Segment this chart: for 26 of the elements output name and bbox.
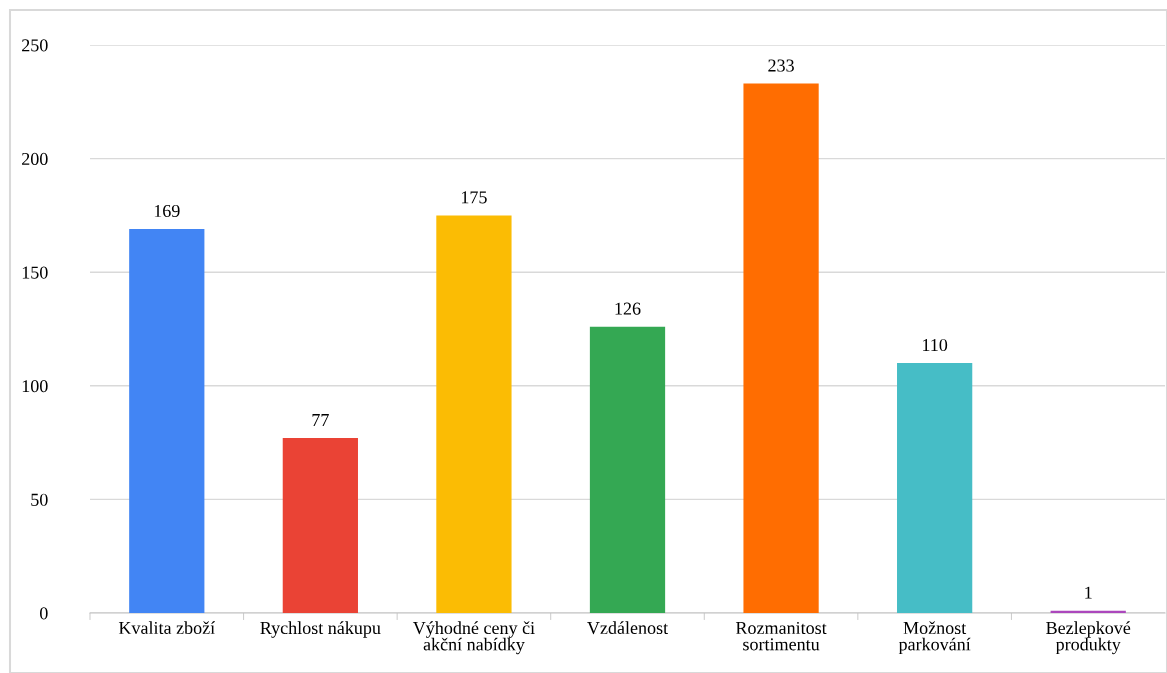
x-tick-label: Výhodné ceny či akční nabídky (412, 621, 535, 655)
data-label: 110 (923, 338, 948, 352)
x-tick-label: Bezlepkové produkty (1046, 621, 1131, 655)
bar (589, 326, 666, 613)
y-tick-label: 250 (22, 39, 48, 52)
x-tick-label: Rychlost nákupu (260, 621, 381, 638)
x-tick-label: Možnost parkování (898, 621, 971, 655)
x-tick-label: Kvalita zboží (118, 621, 215, 635)
y-tick-label: 0 (39, 607, 48, 620)
data-label: 77 (312, 414, 329, 426)
bar (436, 215, 512, 613)
y-tick-label: 200 (22, 152, 48, 166)
bar (129, 229, 205, 613)
data-label: 1 (1085, 586, 1092, 599)
y-tick-label: 150 (22, 266, 48, 279)
bar (743, 83, 819, 613)
x-tick-label: Rozmanitost sortimentu (735, 621, 827, 651)
bar (897, 363, 973, 613)
y-tick-label: 100 (22, 380, 48, 393)
data-label: 233 (768, 59, 794, 72)
y-tick-label: 50 (31, 493, 48, 506)
data-label: 169 (154, 204, 180, 218)
data-label: 175 (461, 191, 487, 204)
data-label: 126 (615, 302, 641, 315)
bar (282, 438, 358, 613)
x-tick-label: Vzdálenost (587, 621, 669, 635)
